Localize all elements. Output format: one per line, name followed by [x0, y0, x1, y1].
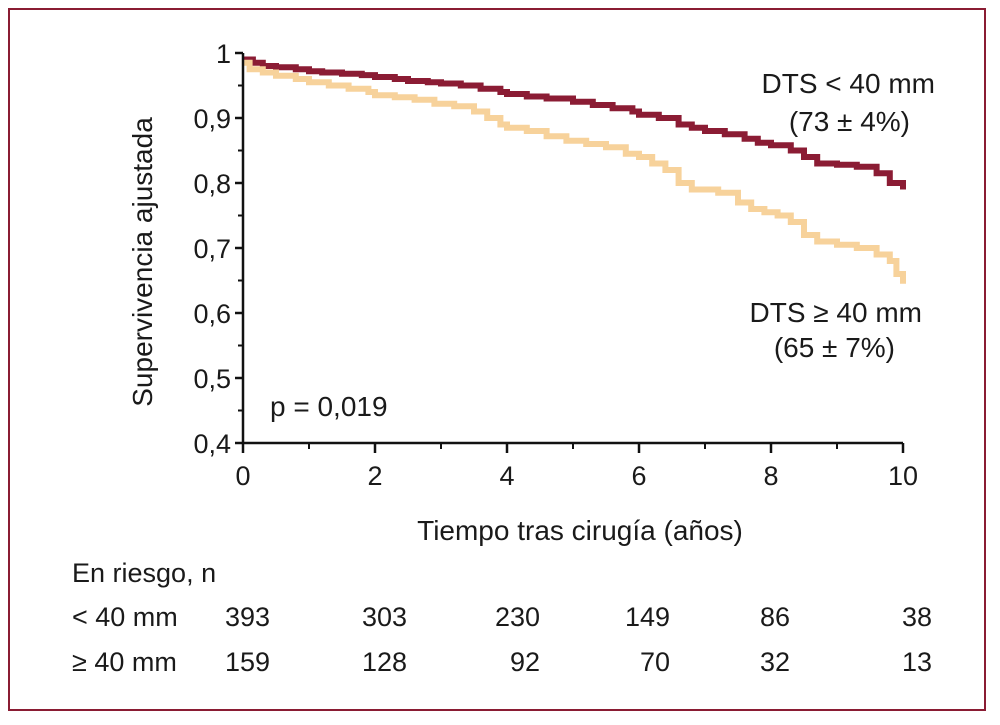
annotation-lt40-name: DTS < 40 mm	[762, 68, 935, 99]
y-tick-label: 0,5	[193, 364, 231, 394]
y-tick-label: 0,4	[193, 429, 231, 459]
annotation-ge40-value: (65 ± 7%)	[774, 332, 895, 363]
x-tick-label: 2	[367, 461, 382, 491]
risk-value: 393	[225, 602, 270, 632]
y-tick-label: 0,7	[193, 234, 231, 264]
p-value: p = 0,019	[270, 391, 388, 422]
x-tick-label: 6	[631, 461, 646, 491]
risk-value: 303	[362, 602, 407, 632]
curves-layer	[243, 56, 906, 284]
risk-value: 86	[760, 602, 790, 632]
x-tick-label: 4	[499, 461, 514, 491]
risk-row-label-ge40: ≥ 40 mm	[72, 647, 177, 677]
annotation-ge40-name: DTS ≥ 40 mm	[750, 297, 923, 328]
risk-value: 38	[902, 602, 932, 632]
risk-value: 32	[760, 647, 790, 677]
risk-value: 159	[225, 647, 270, 677]
y-tick-label: 0,9	[193, 104, 231, 134]
risk-row-label-lt40: < 40 mm	[72, 602, 178, 632]
x-tick-label: 8	[763, 461, 778, 491]
risk-value: 230	[495, 602, 540, 632]
risk-table-title: En riesgo, n	[72, 558, 216, 588]
risk-value: 70	[640, 647, 670, 677]
risk-value: 13	[902, 647, 932, 677]
x-axis-label: Tiempo tras cirugía (años)	[417, 515, 743, 546]
series-line-lt40	[243, 56, 906, 190]
y-tick-label: 1	[216, 39, 231, 69]
risk-value: 128	[362, 647, 407, 677]
x-tick-label: 0	[235, 461, 250, 491]
axes-layer: 0,40,50,60,70,80,910 2 4 6 8 10	[193, 39, 918, 491]
risk-value: 149	[625, 602, 670, 632]
y-axis-label: Supervivencia ajustada	[127, 117, 158, 407]
annotation-lt40-value: (73 ± 4%)	[789, 106, 910, 137]
figure-frame	[8, 8, 986, 711]
y-tick-label: 0,8	[193, 169, 231, 199]
risk-value: 92	[510, 647, 540, 677]
series-line-ge40	[243, 59, 906, 284]
risk-table-values: 393 303 230 149 86 38 159 128 92 70 32 13	[225, 602, 932, 677]
x-tick-label: 10	[888, 461, 918, 491]
y-tick-label: 0,6	[193, 299, 231, 329]
